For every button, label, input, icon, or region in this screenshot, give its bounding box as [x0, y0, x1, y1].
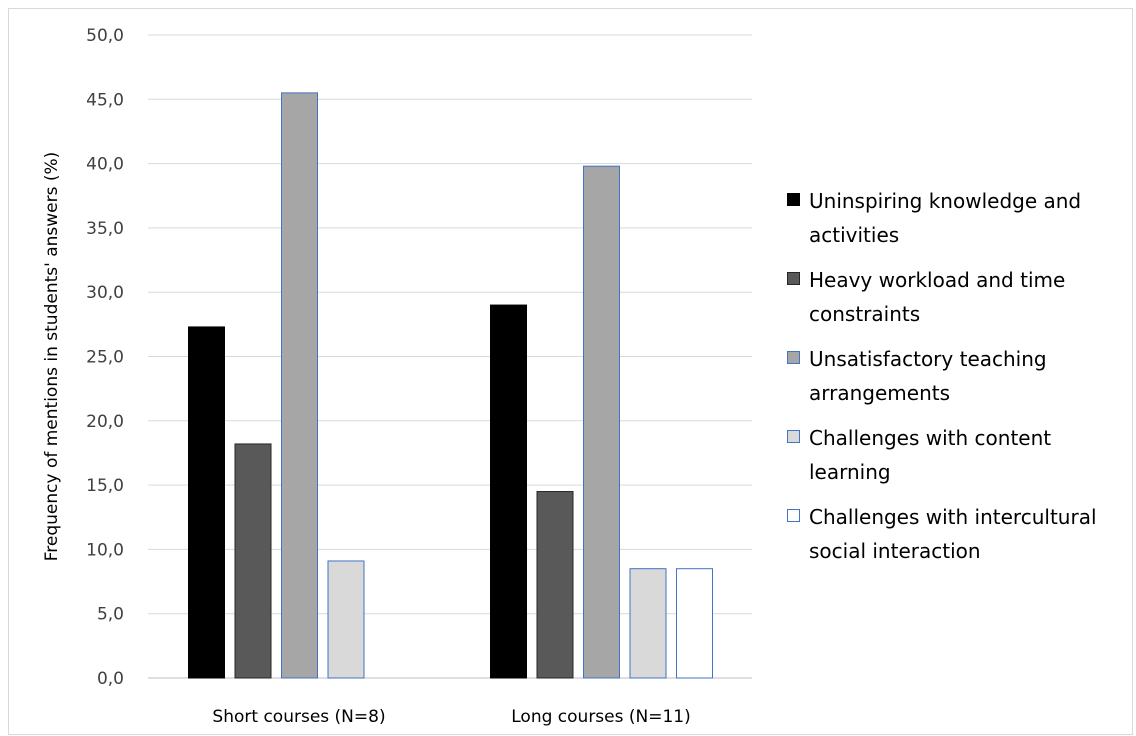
legend-item-3: Unsatisfactory teaching arrangements: [785, 342, 1130, 410]
bar-series-2-category-2: [536, 491, 574, 679]
y-tick-label: 50,0: [86, 26, 124, 46]
legend-swatch: [787, 509, 800, 522]
y-tick-label: 10,0: [86, 540, 124, 560]
legend-label: Challenges with content learning: [809, 426, 1052, 484]
y-tick-label: 25,0: [86, 348, 124, 368]
bar-series-3-category-2: [583, 165, 620, 679]
y-tick-label: 15,0: [86, 476, 124, 496]
legend-swatch: [787, 272, 800, 285]
x-category-label: Short courses (N=8): [212, 707, 385, 727]
y-tick-label: 5,0: [97, 605, 124, 625]
bar-series-5-category-2: [676, 568, 713, 679]
legend-item-2: Heavy workload and time constraints: [785, 263, 1130, 331]
bar-series-4-category-1: [327, 560, 365, 679]
legend-label: Unsatisfactory teaching arrangements: [809, 347, 1047, 405]
bar-series-1-category-1: [188, 326, 225, 679]
bar-series-3-category-1: [281, 92, 318, 679]
y-tick-label: 30,0: [86, 283, 124, 303]
legend-label: Heavy workload and time constraints: [809, 268, 1066, 326]
y-tick-label: 35,0: [86, 219, 124, 239]
legend-label: Uninspiring knowledge and activities: [809, 189, 1082, 247]
x-axis-categories: Short courses (N=8) Long courses (N=11): [212, 707, 690, 727]
y-tick-label: 20,0: [86, 412, 124, 432]
y-tick-label: 40,0: [86, 155, 124, 175]
y-tick-label: 0,0: [97, 669, 124, 689]
legend-swatch: [787, 193, 800, 206]
y-tick-label: 45,0: [86, 90, 124, 110]
legend-label: Challenges with intercultural social int…: [809, 505, 1097, 563]
x-category-label: Long courses (N=11): [511, 707, 691, 727]
legend-item-5: Challenges with intercultural social int…: [785, 500, 1130, 568]
legend-swatch: [787, 430, 800, 443]
y-axis-title: Frequency of mentions in students' answe…: [42, 152, 62, 562]
bar-series-4-category-2: [629, 568, 667, 679]
bar-series-1-category-2: [490, 304, 527, 679]
y-axis-ticks: 0,0 5,0 10,0 15,0 20,0 25,0 30,0 35,0 40,0 45,0 50…: [86, 26, 124, 689]
legend: Uninspiring knowledge and activities Heav…: [785, 184, 1130, 579]
legend-item-1: Uninspiring knowledge and activities: [785, 184, 1130, 252]
legend-item-4: Challenges with content learning: [785, 421, 1130, 489]
bar-series-2-category-1: [234, 443, 272, 679]
bars: [188, 92, 713, 679]
legend-swatch: [787, 351, 800, 364]
